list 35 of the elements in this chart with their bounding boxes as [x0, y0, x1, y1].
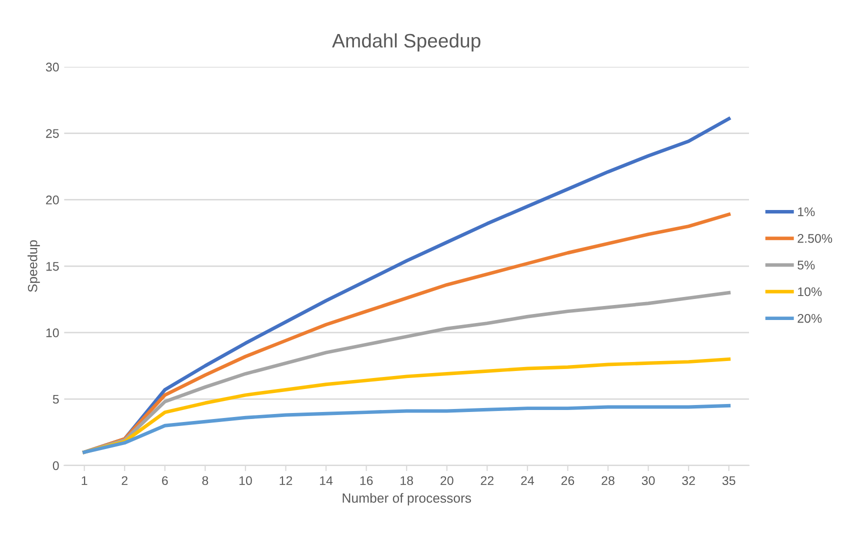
x-tick-label: 10 [239, 476, 252, 486]
legend-label: 10% [798, 287, 822, 296]
y-tick-label: 30 [46, 62, 59, 72]
chart-title: Amdahl Speedup [332, 33, 480, 52]
y-tick-label: 25 [46, 129, 59, 138]
x-tick-label: 24 [521, 476, 534, 485]
x-tick-label: 16 [360, 476, 373, 486]
x-tick-label: 20 [440, 476, 454, 486]
x-tick-label: 30 [642, 476, 655, 486]
y-tick-label: 15 [46, 262, 59, 271]
x-tick-label: 12 [280, 476, 292, 485]
line-series [82, 291, 731, 454]
line-series [82, 212, 731, 454]
x-tick-label: 2 [122, 476, 128, 485]
x-tick-label: 35 [722, 476, 736, 486]
x-tick-label: 22 [480, 476, 494, 485]
y-tick-label: 10 [46, 328, 59, 338]
x-tick-label: 8 [202, 476, 208, 486]
x-tick-label: 26 [561, 476, 574, 486]
y-axis-title: Speedup [28, 240, 40, 292]
x-tick-label: 14 [320, 476, 333, 485]
x-tick-label: 32 [682, 476, 695, 486]
x-axis-title: Number of processors [342, 493, 472, 506]
x-tick-label: 6 [162, 476, 168, 486]
legend-label: 5% [798, 260, 815, 270]
x-tick-label: 28 [602, 476, 614, 486]
y-tick-label: 20 [46, 196, 59, 204]
line-series [82, 404, 731, 454]
y-tick-label: 5 [52, 394, 59, 404]
legend-label: 20% [798, 314, 822, 323]
x-tick-label: 18 [400, 476, 414, 486]
x-tick-label: 1 [82, 476, 88, 485]
legend-label: 2.50% [798, 234, 832, 243]
y-tick-label: 0 [52, 461, 59, 470]
legend-label: 1% [798, 207, 815, 216]
